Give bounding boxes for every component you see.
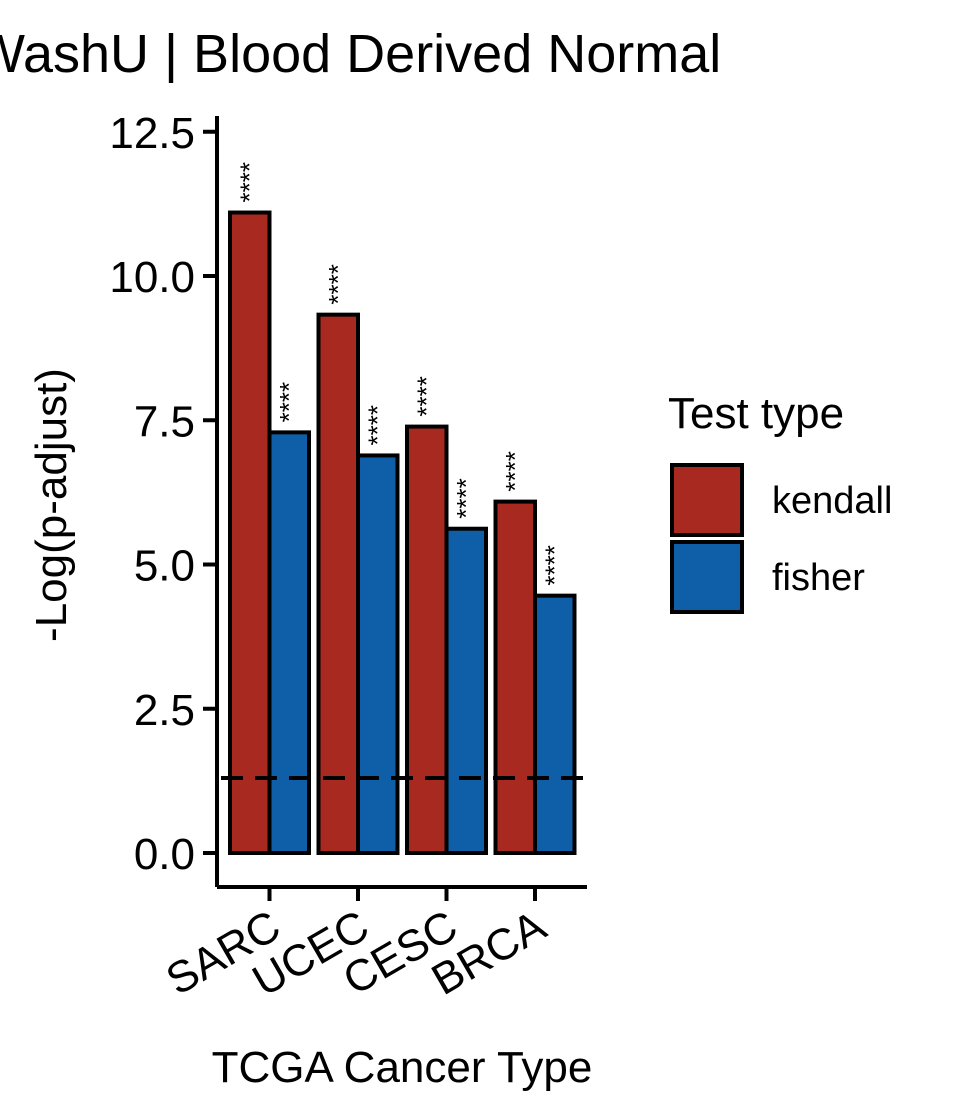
significance-label: **** [363, 405, 393, 445]
bar-kendall-brca [493, 499, 537, 855]
bar-kendall-sarc [228, 210, 272, 855]
legend-label-fisher: fisher [772, 557, 865, 599]
significance-label: **** [451, 478, 481, 518]
significance-label: **** [500, 451, 530, 491]
bar-kendall-ucec [316, 312, 360, 855]
significance-label: **** [412, 376, 442, 416]
y-axis: 0.0 2.5 5.0 7.5 10.0 12.5 [109, 109, 219, 887]
y-tick-label: 12.5 [109, 109, 195, 158]
x-axis-title: TCGA Cancer Type [212, 1043, 593, 1092]
significance-labels: **** **** **** **** **** **** **** **** [235, 162, 570, 586]
legend-label-kendall: kendall [772, 480, 892, 522]
legend-key-fisher [670, 540, 744, 614]
bar-fisher-ucec [356, 453, 400, 855]
y-tick-label: 10.0 [109, 253, 195, 302]
bar-fisher-sarc [267, 430, 311, 855]
y-tick-label: 0.0 [134, 830, 195, 879]
y-tick-label: 2.5 [134, 686, 195, 735]
legend-key-kendall [670, 463, 744, 537]
significance-label: **** [274, 382, 304, 422]
bar-fisher-brca [533, 593, 577, 856]
significance-label: **** [540, 545, 570, 585]
significance-label: **** [323, 264, 353, 304]
legend: Test type kendall fisher [668, 389, 892, 614]
bars [228, 210, 577, 856]
bar-fisher-cesc [444, 526, 488, 855]
chart-title: WashU | Blood Derived Normal [0, 24, 721, 84]
significance-label: **** [235, 162, 265, 202]
bar-kendall-cesc [405, 424, 449, 855]
legend-title: Test type [668, 389, 844, 438]
y-tick-label: 5.0 [134, 542, 195, 591]
y-tick-label: 7.5 [134, 397, 195, 446]
y-axis-title: -Log(p-adjust) [27, 368, 76, 642]
